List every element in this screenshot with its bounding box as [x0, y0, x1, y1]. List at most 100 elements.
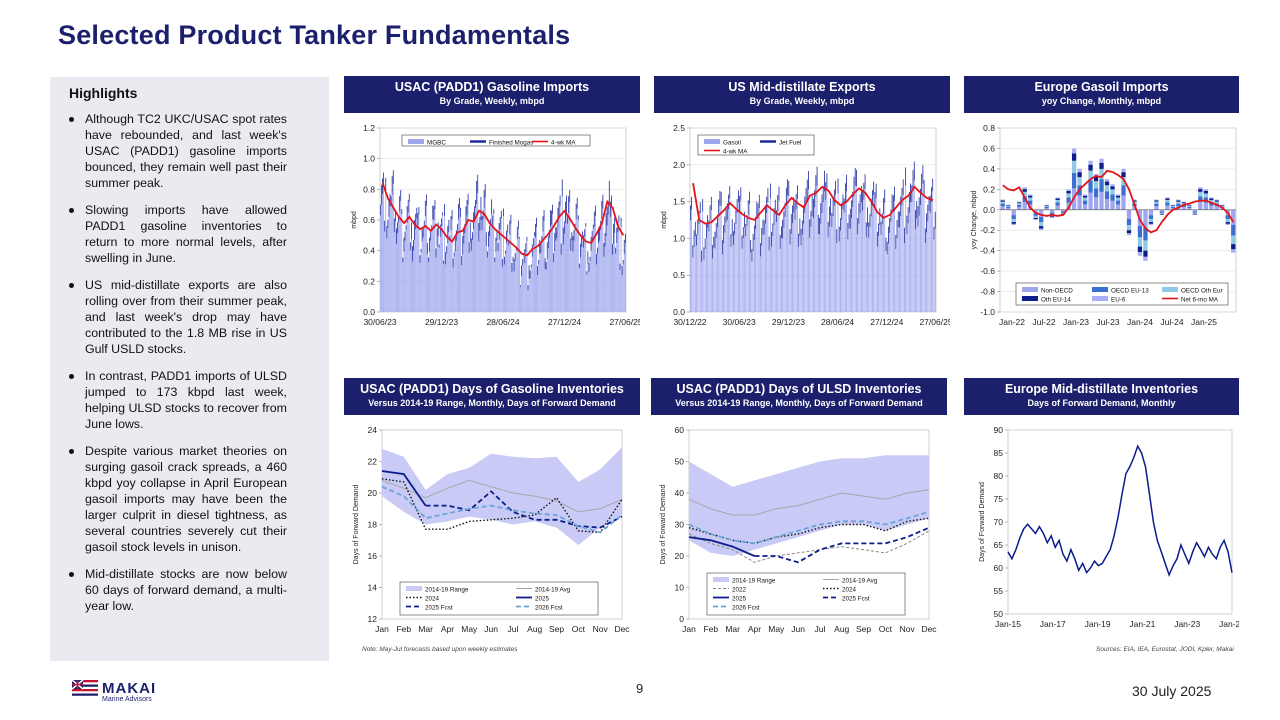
bar-segment — [381, 204, 382, 312]
chart-header: USAC (PADD1) Days of Gasoline Inventorie… — [344, 378, 640, 415]
bar-segment — [560, 254, 562, 312]
series-line — [381, 485, 623, 534]
bar-segment — [435, 257, 437, 312]
chart-header: Europe Gasoil Imports yoy Change, Monthl… — [964, 76, 1239, 113]
bar-segment — [932, 178, 934, 192]
bar-segment — [800, 228, 802, 246]
bar-segment — [884, 189, 886, 203]
bar-segment — [413, 250, 414, 312]
bar-segment — [1104, 179, 1110, 182]
bar-segment — [717, 214, 718, 228]
bar-segment — [888, 243, 889, 312]
bar-segment — [747, 214, 749, 312]
bar-segment — [1110, 186, 1115, 190]
bar-segment — [921, 173, 923, 195]
bar-segment — [1088, 192, 1093, 210]
bar-segment — [880, 221, 882, 235]
bar-segment — [798, 246, 800, 312]
bar-segment — [604, 233, 606, 247]
bar-segment — [429, 237, 430, 252]
bar-segment — [539, 239, 541, 254]
bar-segment — [415, 229, 417, 312]
bar-segment — [772, 223, 774, 236]
bar-segment — [1006, 207, 1011, 210]
bar-segment — [808, 189, 809, 312]
bar-segment — [894, 200, 895, 312]
bar-segment — [572, 236, 574, 252]
bar-segment — [895, 249, 897, 312]
bar-segment — [524, 262, 526, 312]
series-line — [381, 479, 623, 513]
bar-segment — [766, 212, 768, 312]
bar-segment — [739, 195, 740, 212]
bar-segment — [1093, 176, 1099, 182]
legend-label: Non-OECD — [1041, 288, 1073, 295]
bar-segment — [901, 205, 903, 312]
bar-segment — [847, 239, 849, 312]
bar-segment — [425, 205, 427, 312]
bar-segment — [1126, 218, 1132, 226]
bar-segment — [1132, 206, 1137, 210]
legend-swatch — [1022, 287, 1038, 292]
bar-segment — [709, 220, 711, 312]
bar-segment — [562, 227, 564, 245]
bar-segment — [471, 239, 473, 312]
bar-segment — [697, 219, 699, 235]
bar-segment — [806, 179, 808, 201]
bar-segment — [532, 238, 534, 247]
bar-segment — [1137, 237, 1143, 247]
bar-segment — [846, 174, 848, 191]
bar-segment — [498, 239, 500, 312]
chart-panel-europe-gasoil: Europe Gasoil Imports yoy Change, Monthl… — [964, 76, 1239, 338]
bar-segment — [399, 211, 401, 312]
bar-segment — [397, 233, 398, 312]
x-tick-label: Jun — [484, 624, 498, 634]
bar-segment — [1115, 204, 1121, 210]
bar-segment — [863, 199, 865, 312]
y-tick-label: 0.4 — [983, 164, 995, 174]
bar-segment — [584, 236, 586, 312]
bar-segment — [555, 226, 557, 241]
y-tick-label: 40 — [675, 488, 685, 498]
bar-segment — [539, 253, 541, 312]
bar-segment — [613, 243, 614, 312]
bar-segment — [451, 219, 453, 312]
bar-segment — [574, 229, 576, 312]
bar-segment — [435, 248, 437, 258]
y-tick-label: -0.8 — [980, 287, 995, 297]
bar-segment — [506, 230, 508, 243]
x-tick-label: May — [461, 624, 478, 634]
bar-segment — [444, 216, 445, 312]
bar-segment — [729, 186, 731, 199]
bar-segment — [1017, 202, 1022, 204]
bar-segment — [1170, 205, 1176, 207]
y-tick-label: 0.0 — [983, 205, 995, 215]
bar-segment — [701, 261, 702, 312]
x-tick-label: 30/06/23 — [363, 317, 396, 327]
series-line — [381, 470, 427, 507]
bar-segment — [762, 219, 764, 235]
bar-segment — [1165, 199, 1170, 203]
bar-segment — [567, 223, 568, 312]
bar-segment — [423, 226, 425, 312]
bar-segment — [394, 221, 396, 312]
bar-segment — [696, 234, 697, 246]
bar-segment — [616, 227, 618, 243]
bar-segment — [875, 183, 877, 199]
bar-segment — [535, 237, 536, 312]
bar-segment — [817, 214, 819, 235]
bar-segment — [380, 204, 381, 216]
bar-segment — [1055, 205, 1060, 210]
bar-segment — [891, 194, 893, 212]
bar-segment — [1231, 209, 1236, 225]
bar-segment — [570, 238, 572, 251]
bar-segment — [1022, 191, 1027, 197]
bar-segment — [872, 205, 873, 312]
bar-segment — [482, 210, 484, 220]
series-line — [381, 478, 623, 534]
bar-segment — [1006, 205, 1011, 206]
bar-segment — [464, 233, 466, 312]
bar-segment — [717, 227, 718, 312]
middist-exports-chart: 0.0 0.5 1.0 1.5 2.0 2.5 mbpd 30/12/22 30/06/23 29… — [661, 123, 953, 327]
bar-segment — [553, 262, 555, 312]
